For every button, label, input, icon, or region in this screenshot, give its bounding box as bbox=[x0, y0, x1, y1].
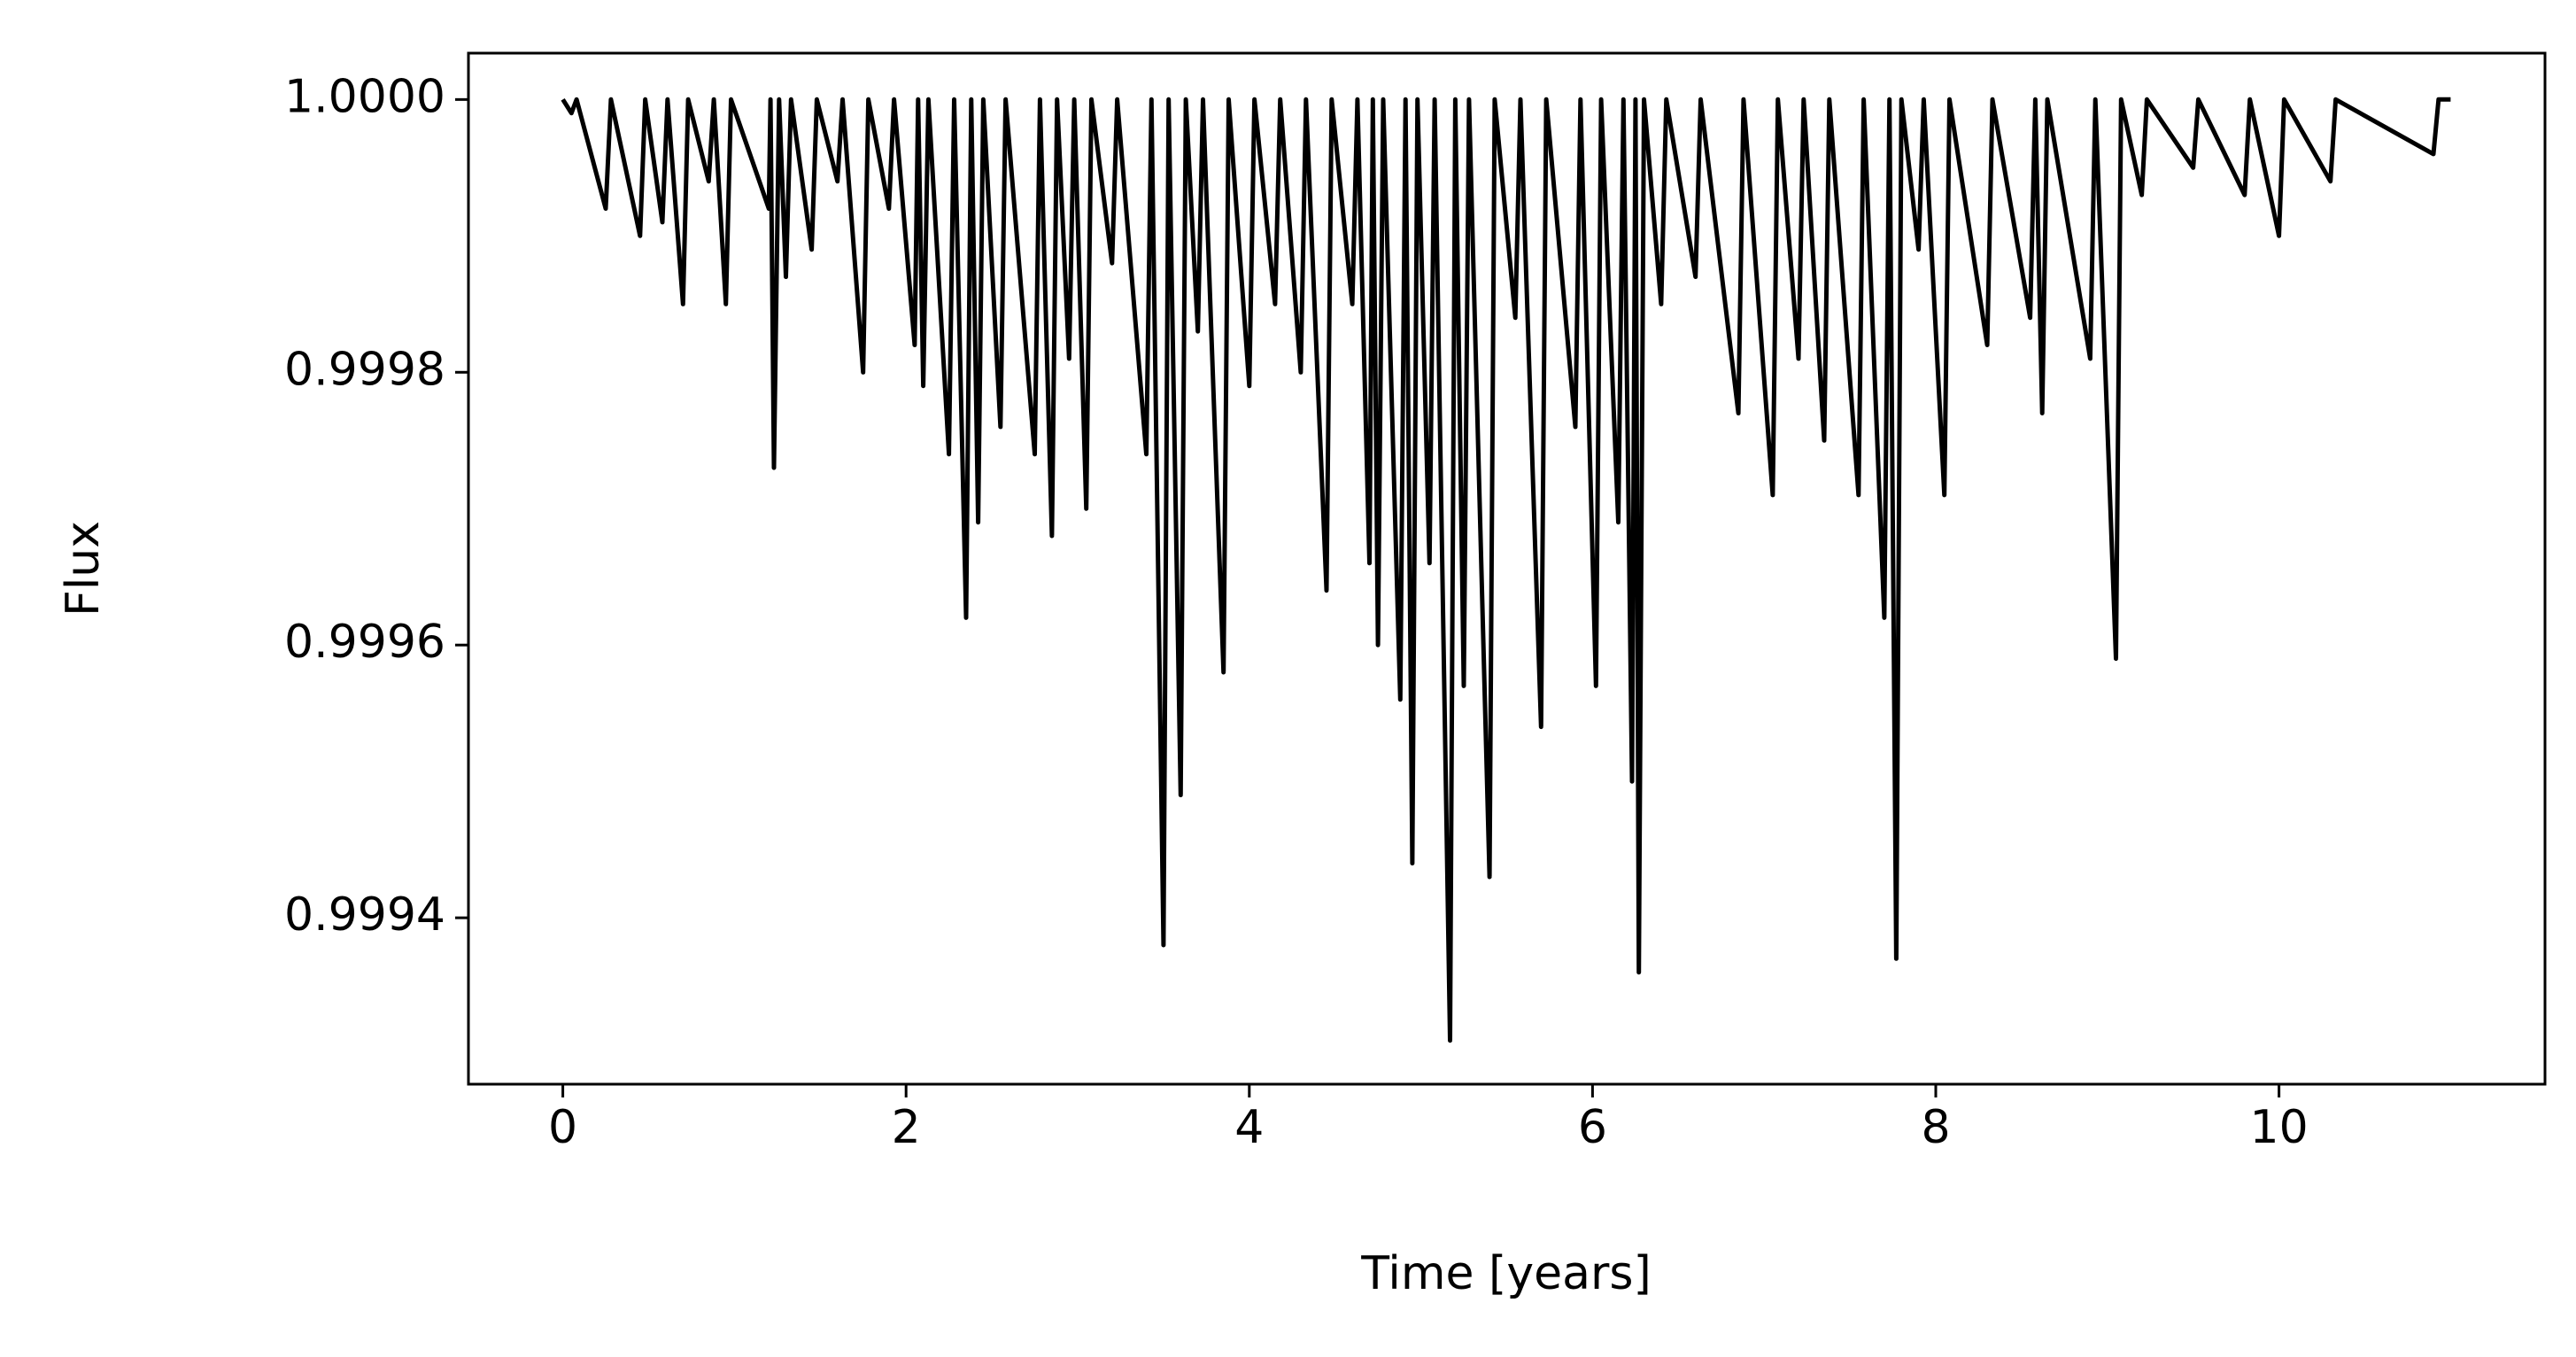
y-tick-label: 1.0000 bbox=[284, 70, 445, 123]
x-tick-label: 10 bbox=[2250, 1101, 2309, 1154]
x-tick-label: 2 bbox=[892, 1101, 921, 1154]
y-tick-label: 0.9996 bbox=[284, 616, 445, 669]
x-tick-label: 6 bbox=[1578, 1101, 1607, 1154]
y-axis-label: Flux bbox=[57, 521, 110, 616]
x-tick-label: 0 bbox=[548, 1101, 577, 1154]
x-axis-label: Time [years] bbox=[1360, 1247, 1651, 1300]
flux-line bbox=[561, 97, 2451, 1043]
x-tick-label: 8 bbox=[1921, 1101, 1950, 1154]
y-tick-label: 0.9998 bbox=[284, 343, 445, 396]
plot-frame bbox=[467, 51, 2547, 1086]
y-tick-label: 0.9994 bbox=[284, 888, 445, 942]
x-tick-label: 4 bbox=[1234, 1101, 1264, 1154]
